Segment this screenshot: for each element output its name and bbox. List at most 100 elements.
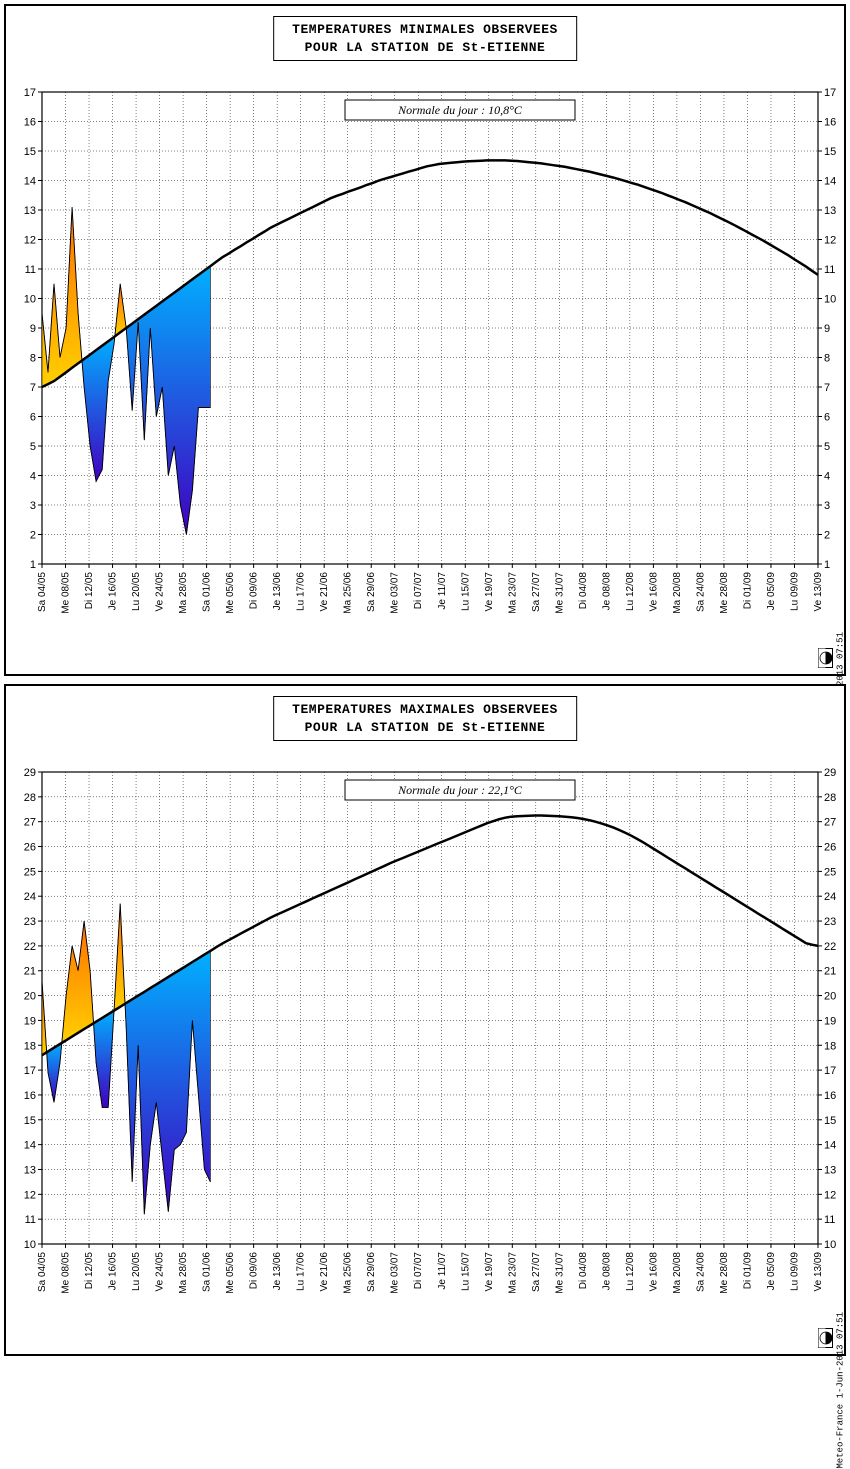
svg-text:25: 25 bbox=[24, 866, 36, 878]
svg-text:Sa 01/06: Sa 01/06 bbox=[202, 572, 213, 612]
svg-text:13: 13 bbox=[24, 1164, 36, 1176]
svg-text:Lu 17/06: Lu 17/06 bbox=[296, 1252, 307, 1291]
svg-text:Ve 21/06: Ve 21/06 bbox=[319, 1252, 330, 1292]
svg-text:17: 17 bbox=[24, 1065, 36, 1077]
svg-text:Me 31/07: Me 31/07 bbox=[554, 1252, 565, 1294]
svg-text:Je 16/05: Je 16/05 bbox=[108, 1252, 119, 1291]
svg-text:Sa 01/06: Sa 01/06 bbox=[202, 1252, 213, 1292]
svg-text:Sa 04/05: Sa 04/05 bbox=[37, 572, 48, 612]
svg-text:23: 23 bbox=[824, 916, 836, 928]
svg-text:17: 17 bbox=[824, 1065, 836, 1077]
svg-text:Je 11/07: Je 11/07 bbox=[437, 1252, 448, 1290]
svg-text:Ve 24/05: Ve 24/05 bbox=[155, 1252, 166, 1292]
svg-text:15: 15 bbox=[824, 146, 836, 158]
svg-text:2: 2 bbox=[30, 530, 36, 542]
svg-text:8: 8 bbox=[824, 353, 830, 365]
chart-title-max: TEMPERATURES MAXIMALES OBSERVEES POUR LA… bbox=[273, 696, 577, 741]
svg-text:Lu 20/05: Lu 20/05 bbox=[131, 572, 142, 611]
svg-text:27: 27 bbox=[24, 817, 36, 829]
svg-text:Me 03/07: Me 03/07 bbox=[390, 1252, 401, 1294]
svg-text:Me 28/08: Me 28/08 bbox=[719, 1252, 730, 1294]
svg-text:3: 3 bbox=[30, 500, 36, 512]
svg-text:Je 05/09: Je 05/09 bbox=[766, 572, 777, 611]
svg-text:7: 7 bbox=[30, 382, 36, 394]
svg-text:26: 26 bbox=[24, 842, 36, 854]
svg-text:10: 10 bbox=[824, 294, 836, 306]
svg-text:18: 18 bbox=[24, 1040, 36, 1052]
svg-text:Lu 12/08: Lu 12/08 bbox=[625, 1252, 636, 1291]
svg-text:16: 16 bbox=[824, 1090, 836, 1102]
svg-text:Sa 29/06: Sa 29/06 bbox=[366, 1252, 377, 1292]
svg-text:24: 24 bbox=[24, 891, 36, 903]
svg-text:15: 15 bbox=[24, 146, 36, 158]
svg-text:7: 7 bbox=[824, 382, 830, 394]
svg-text:13: 13 bbox=[24, 205, 36, 217]
svg-text:Ve 13/09: Ve 13/09 bbox=[813, 1252, 824, 1292]
chart-title-min: TEMPERATURES MINIMALES OBSERVEES POUR LA… bbox=[273, 16, 577, 61]
svg-text:Je 05/09: Je 05/09 bbox=[766, 1252, 777, 1291]
svg-text:Lu 09/09: Lu 09/09 bbox=[789, 1252, 800, 1291]
svg-text:Ve 19/07: Ve 19/07 bbox=[484, 1252, 495, 1292]
page: TEMPERATURES MINIMALES OBSERVEES POUR LA… bbox=[0, 0, 850, 1360]
svg-text:11: 11 bbox=[25, 1214, 36, 1226]
svg-text:14: 14 bbox=[824, 1140, 836, 1152]
svg-text:2: 2 bbox=[824, 530, 830, 542]
svg-text:12: 12 bbox=[24, 1189, 36, 1201]
svg-text:Je 13/06: Je 13/06 bbox=[272, 572, 283, 611]
svg-text:29: 29 bbox=[24, 767, 36, 779]
svg-text:19: 19 bbox=[24, 1015, 36, 1027]
svg-text:10: 10 bbox=[24, 1239, 36, 1251]
svg-text:Me 05/06: Me 05/06 bbox=[225, 572, 236, 614]
svg-text:14: 14 bbox=[24, 1140, 36, 1152]
svg-text:Ma 28/05: Ma 28/05 bbox=[178, 1252, 189, 1294]
svg-text:24: 24 bbox=[824, 891, 836, 903]
svg-text:Ma 25/06: Ma 25/06 bbox=[343, 572, 354, 614]
svg-text:6: 6 bbox=[824, 412, 830, 424]
svg-text:Ma 23/07: Ma 23/07 bbox=[507, 1252, 518, 1294]
svg-text:12: 12 bbox=[824, 1189, 836, 1201]
svg-text:5: 5 bbox=[824, 441, 830, 453]
svg-text:Normale du jour : 10,8°C: Normale du jour : 10,8°C bbox=[397, 103, 523, 117]
title-line1: TEMPERATURES MINIMALES OBSERVEES bbox=[292, 22, 558, 37]
plot-area-min: Normale du jour : 10,8°C1122334455667788… bbox=[42, 92, 818, 564]
svg-text:Di 12/05: Di 12/05 bbox=[84, 572, 95, 610]
title-line2: POUR LA STATION DE St-ETIENNE bbox=[305, 720, 546, 735]
svg-text:1: 1 bbox=[30, 559, 36, 571]
svg-text:Di 09/06: Di 09/06 bbox=[249, 572, 260, 610]
svg-text:Je 11/07: Je 11/07 bbox=[437, 572, 448, 610]
svg-text:Ve 16/08: Ve 16/08 bbox=[648, 1252, 659, 1292]
svg-text:27: 27 bbox=[824, 817, 836, 829]
svg-text:12: 12 bbox=[824, 235, 836, 247]
svg-text:Lu 09/09: Lu 09/09 bbox=[789, 572, 800, 611]
svg-text:28: 28 bbox=[24, 792, 36, 804]
svg-text:11: 11 bbox=[824, 1214, 835, 1226]
svg-text:20: 20 bbox=[24, 991, 36, 1003]
svg-text:Ve 13/09: Ve 13/09 bbox=[813, 572, 824, 612]
svg-text:Sa 04/05: Sa 04/05 bbox=[37, 1252, 48, 1292]
svg-text:22: 22 bbox=[824, 941, 836, 953]
svg-text:19: 19 bbox=[824, 1015, 836, 1027]
svg-text:15: 15 bbox=[24, 1115, 36, 1127]
svg-text:Sa 27/07: Sa 27/07 bbox=[531, 1252, 542, 1292]
svg-text:3: 3 bbox=[824, 500, 830, 512]
svg-text:17: 17 bbox=[824, 87, 836, 99]
chart-panel-min: TEMPERATURES MINIMALES OBSERVEES POUR LA… bbox=[4, 4, 846, 676]
svg-text:Me 05/06: Me 05/06 bbox=[225, 1252, 236, 1294]
svg-text:Di 07/07: Di 07/07 bbox=[413, 572, 424, 610]
svg-text:Ve 24/05: Ve 24/05 bbox=[155, 572, 166, 612]
svg-text:Ma 23/07: Ma 23/07 bbox=[507, 572, 518, 614]
svg-text:Me 28/08: Me 28/08 bbox=[719, 572, 730, 614]
svg-text:16: 16 bbox=[24, 117, 36, 129]
svg-text:Di 01/09: Di 01/09 bbox=[742, 1252, 753, 1290]
svg-text:Di 12/05: Di 12/05 bbox=[84, 1252, 95, 1290]
svg-text:28: 28 bbox=[824, 792, 836, 804]
meteo-logo-icon bbox=[818, 1328, 838, 1348]
svg-text:Ma 20/08: Ma 20/08 bbox=[672, 1252, 683, 1294]
svg-text:Je 08/08: Je 08/08 bbox=[601, 572, 612, 611]
title-line1: TEMPERATURES MAXIMALES OBSERVEES bbox=[292, 702, 558, 717]
svg-text:13: 13 bbox=[824, 1164, 836, 1176]
chart-panel-max: TEMPERATURES MAXIMALES OBSERVEES POUR LA… bbox=[4, 684, 846, 1356]
svg-text:22: 22 bbox=[24, 941, 36, 953]
meteo-logo-icon bbox=[818, 648, 838, 668]
svg-text:Je 08/08: Je 08/08 bbox=[601, 1252, 612, 1291]
